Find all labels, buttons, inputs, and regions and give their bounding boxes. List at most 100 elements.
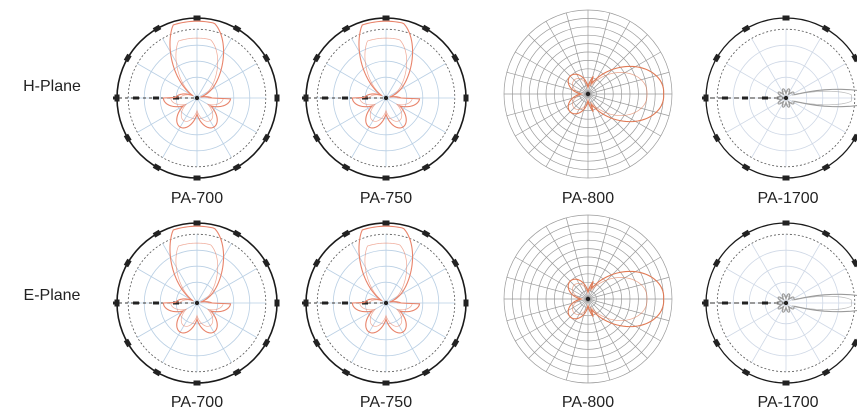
- axis-marker: [342, 96, 348, 100]
- grid-spoke: [587, 256, 661, 300]
- tick-mark: [193, 15, 201, 21]
- grid-spoke: [385, 302, 446, 338]
- grid-spoke: [196, 268, 257, 304]
- grid-spoke: [162, 38, 198, 99]
- tick-mark: [232, 163, 242, 172]
- grid-spoke: [785, 63, 846, 99]
- axis-marker: [113, 301, 119, 305]
- grid-spoke: [385, 97, 421, 158]
- tick-mark: [152, 163, 162, 172]
- axis-marker: [762, 301, 768, 305]
- grid-spoke: [162, 243, 198, 304]
- tick-mark: [274, 299, 280, 307]
- tick-mark: [232, 24, 242, 33]
- axis-marker: [762, 96, 768, 100]
- grid-spoke: [751, 243, 787, 304]
- tick-mark: [382, 380, 390, 386]
- grid-spoke: [587, 51, 661, 95]
- center-marker: [194, 300, 200, 306]
- polar-plot: [302, 15, 469, 181]
- panel-caption: PA-700: [170, 394, 224, 411]
- tick-mark: [262, 53, 271, 63]
- panel-caption: PA-750: [359, 394, 413, 411]
- grid-spoke: [506, 276, 589, 300]
- grid-spoke: [196, 302, 232, 363]
- tick-mark: [851, 338, 857, 348]
- tick-mark: [741, 368, 751, 377]
- grid-spoke: [196, 97, 232, 158]
- grid-spoke: [587, 21, 631, 95]
- grid-spoke: [506, 93, 589, 117]
- tick-mark: [123, 53, 132, 63]
- grid-spoke: [785, 97, 821, 158]
- row-label-h-plane: H-Plane: [23, 78, 81, 95]
- radiation-pattern: [778, 90, 852, 106]
- grid-spoke: [726, 63, 787, 99]
- tick-mark: [123, 258, 132, 268]
- tick-mark: [712, 53, 721, 63]
- grid-spoke: [137, 268, 198, 304]
- grid-spoke: [785, 38, 821, 99]
- axis-marker: [322, 96, 328, 100]
- axis-marker: [742, 301, 748, 305]
- grid-spoke: [385, 243, 421, 304]
- grid-spoke: [351, 243, 387, 304]
- grid-spoke: [565, 12, 589, 95]
- polar-plot: [503, 214, 673, 384]
- grid-spoke: [351, 97, 387, 158]
- axis-marker: [302, 96, 308, 100]
- tick-mark: [312, 53, 321, 63]
- center-marker: [585, 296, 591, 302]
- axis-marker: [322, 301, 328, 305]
- tick-mark: [851, 258, 857, 268]
- grid-spoke: [726, 268, 787, 304]
- grid-spoke: [587, 298, 648, 359]
- tick-mark: [821, 163, 831, 172]
- grid-spoke: [565, 217, 589, 300]
- grid-spoke: [162, 97, 198, 158]
- tick-mark: [382, 15, 390, 21]
- tick-mark: [341, 24, 351, 33]
- tick-mark: [341, 229, 351, 238]
- tick-mark: [421, 368, 431, 377]
- tick-mark: [421, 24, 431, 33]
- grid-spoke: [785, 97, 846, 133]
- tick-mark: [152, 229, 162, 238]
- tick-mark: [193, 175, 201, 181]
- tick-mark: [712, 133, 721, 143]
- polar-plot: [702, 220, 857, 386]
- tick-mark: [821, 229, 831, 238]
- polar-plot: [302, 220, 469, 386]
- center-marker: [585, 91, 591, 97]
- axis-marker: [722, 301, 728, 305]
- tick-mark: [851, 53, 857, 63]
- grid-spoke: [565, 298, 589, 381]
- tick-mark: [312, 338, 321, 348]
- grid-spoke: [137, 302, 198, 338]
- grid-spoke: [528, 239, 589, 300]
- panel-caption: PA-800: [561, 190, 615, 207]
- axis-marker: [342, 301, 348, 305]
- grid-spoke: [545, 298, 589, 372]
- grid-spoke: [587, 226, 631, 300]
- tick-mark: [262, 338, 271, 348]
- grid-spoke: [726, 97, 787, 133]
- grid-spoke: [196, 63, 257, 99]
- grid-spoke: [196, 302, 257, 338]
- tick-mark: [451, 133, 460, 143]
- grid-spoke: [751, 302, 787, 363]
- grid-spoke: [196, 243, 232, 304]
- tick-mark: [712, 338, 721, 348]
- radiation-pattern: [359, 37, 413, 122]
- axis-marker: [722, 96, 728, 100]
- center-marker: [783, 95, 789, 101]
- tick-mark: [152, 24, 162, 33]
- grid-spoke: [785, 302, 846, 338]
- tick-mark: [312, 258, 321, 268]
- tick-mark: [821, 368, 831, 377]
- grid-spoke: [137, 97, 198, 133]
- radiation-pattern: [778, 295, 852, 311]
- tick-mark: [341, 368, 351, 377]
- grid-spoke: [515, 298, 589, 342]
- panel-caption: PA-750: [359, 190, 413, 207]
